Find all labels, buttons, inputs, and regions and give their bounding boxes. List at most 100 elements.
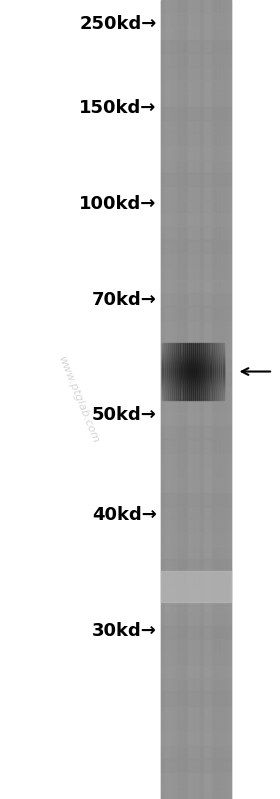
Bar — [162, 352, 224, 353]
Bar — [161, 213, 231, 226]
Bar — [161, 253, 231, 266]
Bar — [162, 367, 224, 368]
Bar — [161, 759, 231, 773]
Bar — [192, 0, 196, 799]
Bar — [166, 343, 168, 400]
Bar — [161, 40, 231, 54]
Bar — [169, 0, 173, 799]
Bar — [161, 653, 231, 666]
Bar — [162, 371, 224, 372]
Bar — [161, 266, 231, 280]
Bar — [162, 384, 224, 385]
Text: 50kd→: 50kd→ — [92, 407, 157, 424]
Bar — [162, 377, 224, 378]
Text: 250kd→: 250kd→ — [80, 15, 157, 33]
Bar — [193, 343, 195, 400]
Bar — [162, 399, 224, 400]
Bar — [161, 346, 231, 360]
Text: 30kd→: 30kd→ — [92, 622, 157, 640]
Bar — [161, 93, 231, 106]
Bar — [161, 373, 231, 386]
Bar — [214, 343, 216, 400]
Bar — [161, 360, 231, 373]
Bar — [170, 343, 172, 400]
Bar — [197, 343, 199, 400]
Bar — [162, 396, 224, 397]
Bar — [209, 343, 212, 400]
Bar — [161, 773, 231, 785]
Bar — [188, 0, 192, 799]
Text: 150kd→: 150kd→ — [80, 99, 157, 117]
Bar — [165, 0, 169, 799]
Bar — [172, 343, 174, 400]
Bar — [208, 0, 212, 799]
Bar — [168, 343, 170, 400]
Bar — [207, 343, 209, 400]
Bar — [162, 353, 224, 354]
Bar — [161, 706, 231, 719]
Bar — [219, 0, 223, 799]
Bar — [161, 571, 231, 602]
Bar — [161, 226, 231, 240]
Bar — [161, 693, 231, 706]
Bar — [161, 133, 231, 146]
Bar — [220, 343, 222, 400]
Text: www.ptglab.com: www.ptglab.com — [56, 355, 101, 444]
Bar — [161, 26, 231, 40]
Bar — [162, 388, 224, 389]
Bar — [183, 343, 185, 400]
Bar — [180, 0, 184, 799]
Bar — [223, 0, 227, 799]
Bar — [161, 745, 231, 759]
Bar — [161, 573, 231, 586]
Bar — [162, 351, 224, 352]
Bar — [200, 0, 204, 799]
Bar — [161, 666, 231, 679]
Bar — [162, 372, 224, 373]
Bar — [162, 347, 224, 348]
Bar — [199, 343, 201, 400]
Bar — [161, 785, 231, 799]
Bar — [162, 366, 224, 367]
Bar — [162, 359, 224, 360]
Bar — [161, 439, 231, 453]
Bar — [162, 382, 224, 383]
Bar — [205, 343, 207, 400]
Text: 100kd→: 100kd→ — [80, 195, 157, 213]
Bar — [161, 66, 231, 80]
Bar — [162, 361, 224, 362]
Bar — [161, 733, 231, 745]
Bar — [162, 380, 224, 381]
Bar — [161, 546, 231, 559]
Bar — [161, 519, 231, 533]
Bar — [161, 559, 231, 573]
Bar — [162, 343, 164, 400]
Bar — [161, 320, 231, 333]
Bar — [178, 343, 181, 400]
Bar — [162, 364, 224, 365]
Text: 40kd→: 40kd→ — [92, 507, 157, 524]
Bar — [161, 240, 231, 253]
Bar — [204, 0, 208, 799]
Bar — [161, 14, 231, 26]
Bar — [161, 146, 231, 160]
Bar — [162, 375, 224, 376]
Bar — [162, 360, 224, 361]
Bar — [177, 0, 180, 799]
Bar — [161, 200, 231, 213]
Bar — [162, 387, 224, 388]
Bar — [215, 0, 219, 799]
Bar — [161, 413, 231, 426]
Bar — [162, 392, 224, 394]
Bar — [162, 389, 224, 390]
Bar — [218, 343, 220, 400]
Bar — [162, 356, 224, 357]
Bar — [162, 365, 224, 366]
Bar — [162, 391, 224, 392]
Bar — [161, 599, 231, 613]
Bar — [162, 344, 224, 346]
Bar — [162, 346, 224, 347]
Bar — [162, 395, 224, 396]
Bar — [222, 343, 224, 400]
Bar — [161, 613, 231, 626]
